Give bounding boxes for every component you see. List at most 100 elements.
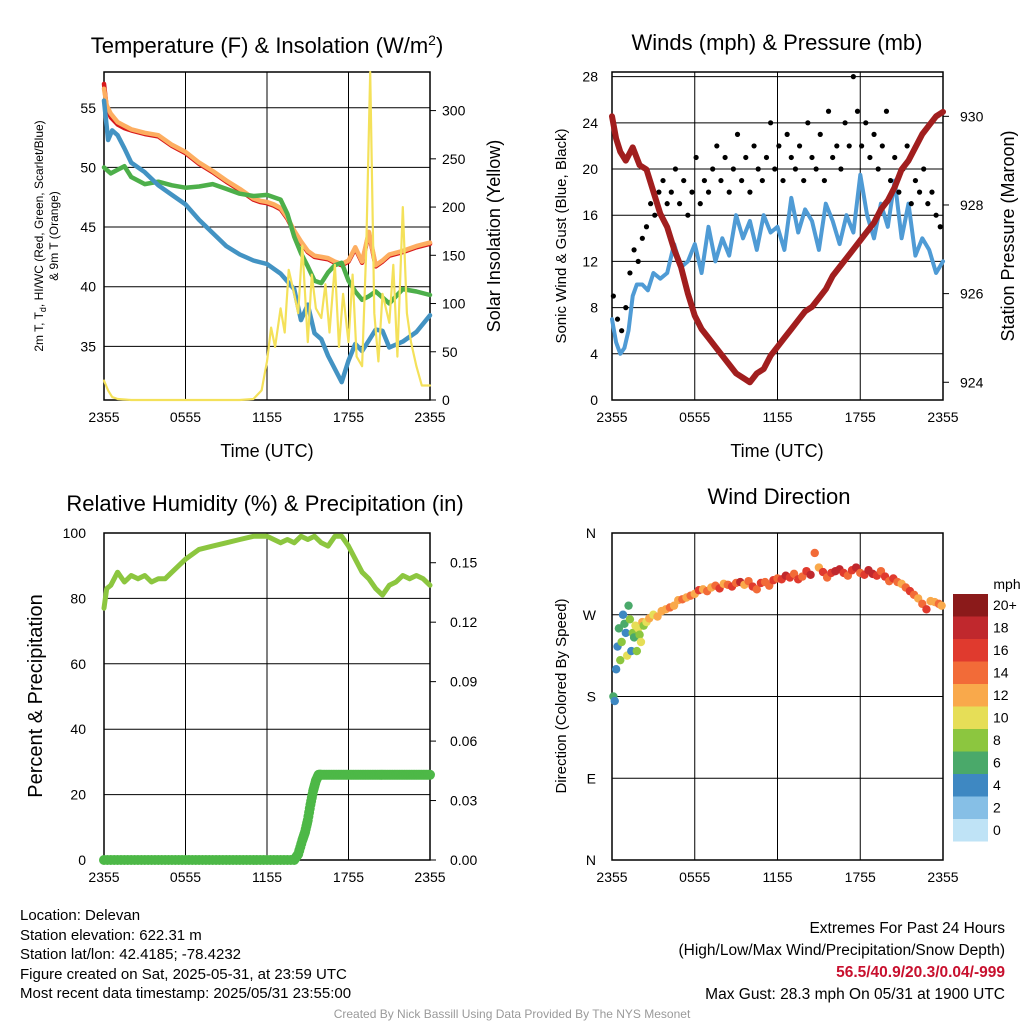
y2-tick-label: 0.06 bbox=[450, 733, 477, 749]
gust-point bbox=[929, 189, 935, 195]
y-tick-label: 24 bbox=[582, 115, 598, 131]
gust-point bbox=[768, 120, 774, 126]
plot-frame bbox=[103, 71, 431, 401]
x-tick-label: 2355 bbox=[88, 409, 119, 425]
direction-point bbox=[610, 696, 619, 706]
legend-swatch bbox=[953, 729, 988, 752]
gust-point bbox=[710, 166, 716, 172]
gust-point bbox=[718, 177, 724, 184]
y2-tick-label: 300 bbox=[442, 103, 466, 119]
gust-point bbox=[652, 212, 658, 218]
gust-point bbox=[627, 270, 633, 276]
series-line bbox=[101, 86, 433, 268]
y-axis-label: Direction (Colored By Speed) bbox=[553, 598, 570, 793]
y2-tick-label: 0.15 bbox=[450, 555, 477, 571]
y-tick-label: 28 bbox=[582, 69, 598, 85]
recent-data-timestamp: Most recent data timestamp: 2025/05/31 2… bbox=[20, 985, 352, 1002]
y-tick-label: 0 bbox=[590, 392, 598, 408]
y2-tick-label: 0.12 bbox=[450, 614, 477, 630]
gust-point bbox=[739, 177, 745, 184]
gust-point bbox=[726, 189, 732, 195]
y2-tick-label: 200 bbox=[442, 199, 466, 215]
temperature-panel: 2355 0555 1155 1755 2355 35 40 45 50 55 0 50 100 150 2… bbox=[32, 32, 504, 461]
legend-label: 18 bbox=[993, 620, 1009, 636]
extremes-title: Extremes For Past 24 Hours bbox=[809, 920, 1005, 937]
gust-point bbox=[821, 177, 827, 184]
direction-point bbox=[636, 637, 646, 647]
y-tick-label: 100 bbox=[63, 525, 87, 541]
legend-swatch bbox=[953, 706, 988, 729]
gust-point bbox=[788, 154, 794, 161]
x-tick-label: 0555 bbox=[679, 869, 710, 885]
legend-swatch bbox=[953, 639, 988, 662]
gust-point bbox=[879, 143, 885, 149]
gust-point bbox=[796, 143, 803, 149]
gust-point bbox=[730, 166, 736, 172]
x-tick-label: 1155 bbox=[252, 409, 282, 425]
y-tick-label: 50 bbox=[80, 159, 96, 175]
x-tick-label: 0555 bbox=[679, 409, 710, 425]
direction-point bbox=[635, 630, 644, 639]
x-tick-label: 2355 bbox=[927, 869, 958, 885]
gust-point bbox=[734, 131, 741, 137]
gust-point bbox=[743, 154, 749, 161]
gust-point bbox=[933, 212, 939, 218]
y-tick-label: 20 bbox=[582, 161, 598, 177]
x-tick-label: 2355 bbox=[596, 869, 627, 885]
winds-pressure-panel: 2355 0555 1155 1755 235504812162024289249269… bbox=[553, 30, 1018, 461]
gust-point bbox=[701, 177, 708, 184]
direction-point bbox=[752, 585, 762, 594]
gust-point bbox=[817, 131, 823, 137]
series-line bbox=[609, 108, 946, 386]
y2-tick-label: 0 bbox=[442, 392, 450, 408]
gust-point bbox=[685, 212, 691, 218]
extremes-info: Extremes For Past 24 Hours (High/Low/Max… bbox=[679, 918, 1006, 1006]
extremes-legend: (High/Low/Max Wind/Precipitation/Snow De… bbox=[678, 942, 1006, 959]
y-tick-label: 20 bbox=[70, 787, 86, 803]
direction-point bbox=[618, 610, 628, 619]
y-tick-label: 35 bbox=[80, 338, 96, 354]
gust-point bbox=[693, 154, 699, 161]
gust-point bbox=[697, 201, 703, 207]
y2-tick-label: 100 bbox=[442, 296, 466, 312]
gust-point bbox=[846, 143, 852, 149]
gust-point bbox=[792, 166, 799, 172]
x-tick-label: 2355 bbox=[414, 409, 445, 425]
direction-point bbox=[806, 570, 815, 579]
x-tick-label: 0555 bbox=[170, 869, 201, 885]
chart-title: Wind Direction bbox=[707, 484, 850, 509]
x-tick-label: 1155 bbox=[762, 409, 792, 425]
gust-point bbox=[863, 120, 869, 126]
legend-label: 12 bbox=[993, 687, 1009, 703]
y2-tick-label: 0.00 bbox=[450, 852, 477, 868]
x-tick-label: 1755 bbox=[333, 409, 364, 425]
station-location: Location: Delevan bbox=[20, 907, 141, 924]
legend-swatch bbox=[953, 661, 988, 684]
y2-tick-label: 928 bbox=[960, 197, 984, 213]
station-info: Location: Delevan Station elevation: 622… bbox=[20, 906, 351, 1004]
y-tick-label: 8 bbox=[590, 300, 598, 316]
max-gust: Max Gust: 28.3 mph On 05/31 at 1900 UTC bbox=[705, 986, 1005, 1003]
y-axis-label: Percent & Precipitation bbox=[25, 594, 47, 797]
gust-point bbox=[867, 154, 873, 161]
x-tick-label: 2355 bbox=[88, 869, 119, 885]
y-axis-label: 2m T, Td, HI/WC (Red, Green, Scarlet/Blu… bbox=[32, 120, 48, 351]
legend-swatch bbox=[953, 819, 988, 842]
gust-point bbox=[705, 189, 712, 195]
legend-swatch bbox=[953, 684, 988, 707]
legend-swatch bbox=[953, 594, 988, 617]
direction-point bbox=[617, 637, 626, 647]
gust-point bbox=[908, 201, 914, 207]
x-tick-label: 0555 bbox=[170, 409, 201, 425]
station-elevation: Station elevation: 622.31 m bbox=[20, 926, 202, 944]
direction-point bbox=[621, 628, 630, 638]
y2-tick-label: 0.09 bbox=[450, 674, 477, 690]
y2-tick-label: 926 bbox=[960, 286, 984, 302]
y2-tick-label: 250 bbox=[442, 151, 466, 167]
y-tick-label: W bbox=[583, 607, 597, 623]
gust-point bbox=[892, 154, 898, 161]
direction-point bbox=[616, 655, 625, 665]
legend-label: 16 bbox=[993, 642, 1009, 658]
y-tick-label: 16 bbox=[582, 207, 598, 223]
x-axis-label: Time (UTC) bbox=[730, 441, 823, 461]
